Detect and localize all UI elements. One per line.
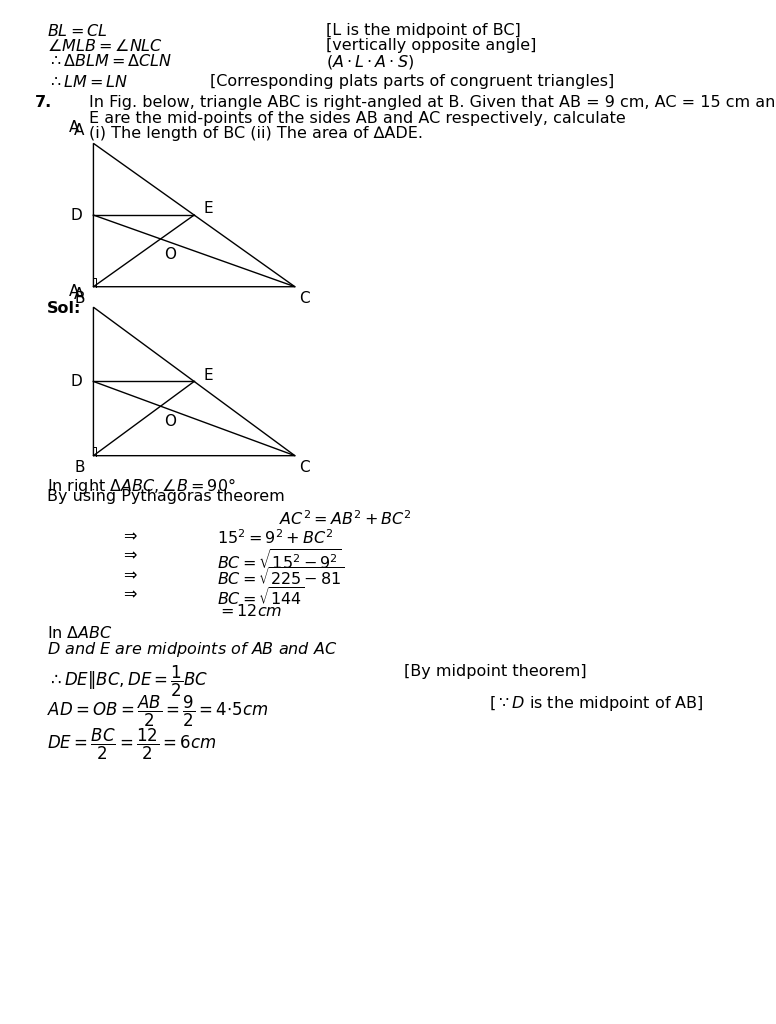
Text: A: A: [68, 120, 79, 135]
Text: B: B: [74, 291, 85, 306]
Text: $BC = \sqrt{225 - 81}$: $BC = \sqrt{225 - 81}$: [217, 567, 345, 590]
Text: $D$ and $E$ are midpoints of $AB$ and $AC$: $D$ and $E$ are midpoints of $AB$ and $A…: [47, 640, 337, 659]
Text: In right $\Delta ABC, \angle B = 90°$: In right $\Delta ABC, \angle B = 90°$: [47, 476, 235, 497]
Text: E are the mid-points of the sides AB and AC respectively, calculate: E are the mid-points of the sides AB and…: [89, 111, 626, 126]
Text: $= 12cm$: $= 12cm$: [217, 603, 282, 620]
Text: B: B: [74, 460, 85, 475]
Text: C: C: [299, 291, 310, 306]
Text: $DE = \dfrac{BC}{2} = \dfrac{12}{2} = 6cm$: $DE = \dfrac{BC}{2} = \dfrac{12}{2} = 6c…: [47, 727, 217, 762]
Text: In Fig. below, triangle ABC is right-angled at B. Given that AB = 9 cm, AC = 15 : In Fig. below, triangle ABC is right-ang…: [89, 95, 776, 111]
Text: [By midpoint theorem]: [By midpoint theorem]: [404, 664, 586, 679]
Text: A: A: [74, 287, 85, 302]
Text: C: C: [299, 460, 310, 475]
Text: $\Rightarrow$: $\Rightarrow$: [120, 587, 138, 602]
Text: $AD = OB = \dfrac{AB}{2} = \dfrac{9}{2} = 4{\cdot}5cm$: $AD = OB = \dfrac{AB}{2} = \dfrac{9}{2} …: [47, 694, 268, 729]
Text: A: A: [74, 123, 85, 138]
Text: E: E: [203, 368, 213, 383]
Text: 7.: 7.: [35, 95, 52, 111]
Text: In $\Delta ABC$: In $\Delta ABC$: [47, 625, 113, 641]
Text: E: E: [203, 202, 213, 216]
Text: O: O: [164, 247, 176, 262]
Text: Sol:: Sol:: [47, 301, 81, 316]
Text: [$\because D$ is the midpoint of AB]: [$\because D$ is the midpoint of AB]: [489, 694, 704, 714]
Text: [L is the midpoint of BC]: [L is the midpoint of BC]: [326, 23, 521, 38]
Text: $BC = \sqrt{15^2 - 9^2}$: $BC = \sqrt{15^2 - 9^2}$: [217, 548, 341, 571]
Text: $\Rightarrow$: $\Rightarrow$: [120, 567, 138, 583]
Text: [vertically opposite angle]: [vertically opposite angle]: [326, 38, 536, 53]
Text: $15^2 = 9^2 + BC^2$: $15^2 = 9^2 + BC^2$: [217, 528, 334, 547]
Text: $\Rightarrow$: $\Rightarrow$: [120, 528, 138, 544]
Text: $\therefore LM = LN$: $\therefore LM = LN$: [47, 74, 128, 90]
Text: $\therefore DE \| BC, DE = \dfrac{1}{2} BC$: $\therefore DE \| BC, DE = \dfrac{1}{2} …: [47, 664, 208, 698]
Text: (i) The length of BC (ii) The area of ∆ADE.: (i) The length of BC (ii) The area of ∆A…: [89, 126, 423, 141]
Text: $BC = \sqrt{144}$: $BC = \sqrt{144}$: [217, 587, 305, 609]
Text: $\angle MLB = \angle NLC$: $\angle MLB = \angle NLC$: [47, 38, 163, 54]
Text: D: D: [71, 374, 82, 389]
Text: By using Pythagoras theorem: By using Pythagoras theorem: [47, 489, 284, 505]
Text: $BL = CL$: $BL = CL$: [47, 23, 107, 39]
Text: $\therefore \Delta BLM = \Delta CLN$: $\therefore \Delta BLM = \Delta CLN$: [47, 53, 171, 70]
Text: [Corresponding plats parts of congruent triangles]: [Corresponding plats parts of congruent …: [210, 74, 614, 89]
Text: A: A: [68, 284, 79, 299]
Text: O: O: [164, 415, 176, 429]
Text: $(A \cdot L \cdot A \cdot S)$: $(A \cdot L \cdot A \cdot S)$: [326, 53, 414, 72]
Text: $\Rightarrow$: $\Rightarrow$: [120, 548, 138, 563]
Text: $AC^2 = AB^2 + BC^2$: $AC^2 = AB^2 + BC^2$: [279, 509, 412, 527]
Text: D: D: [71, 208, 82, 222]
